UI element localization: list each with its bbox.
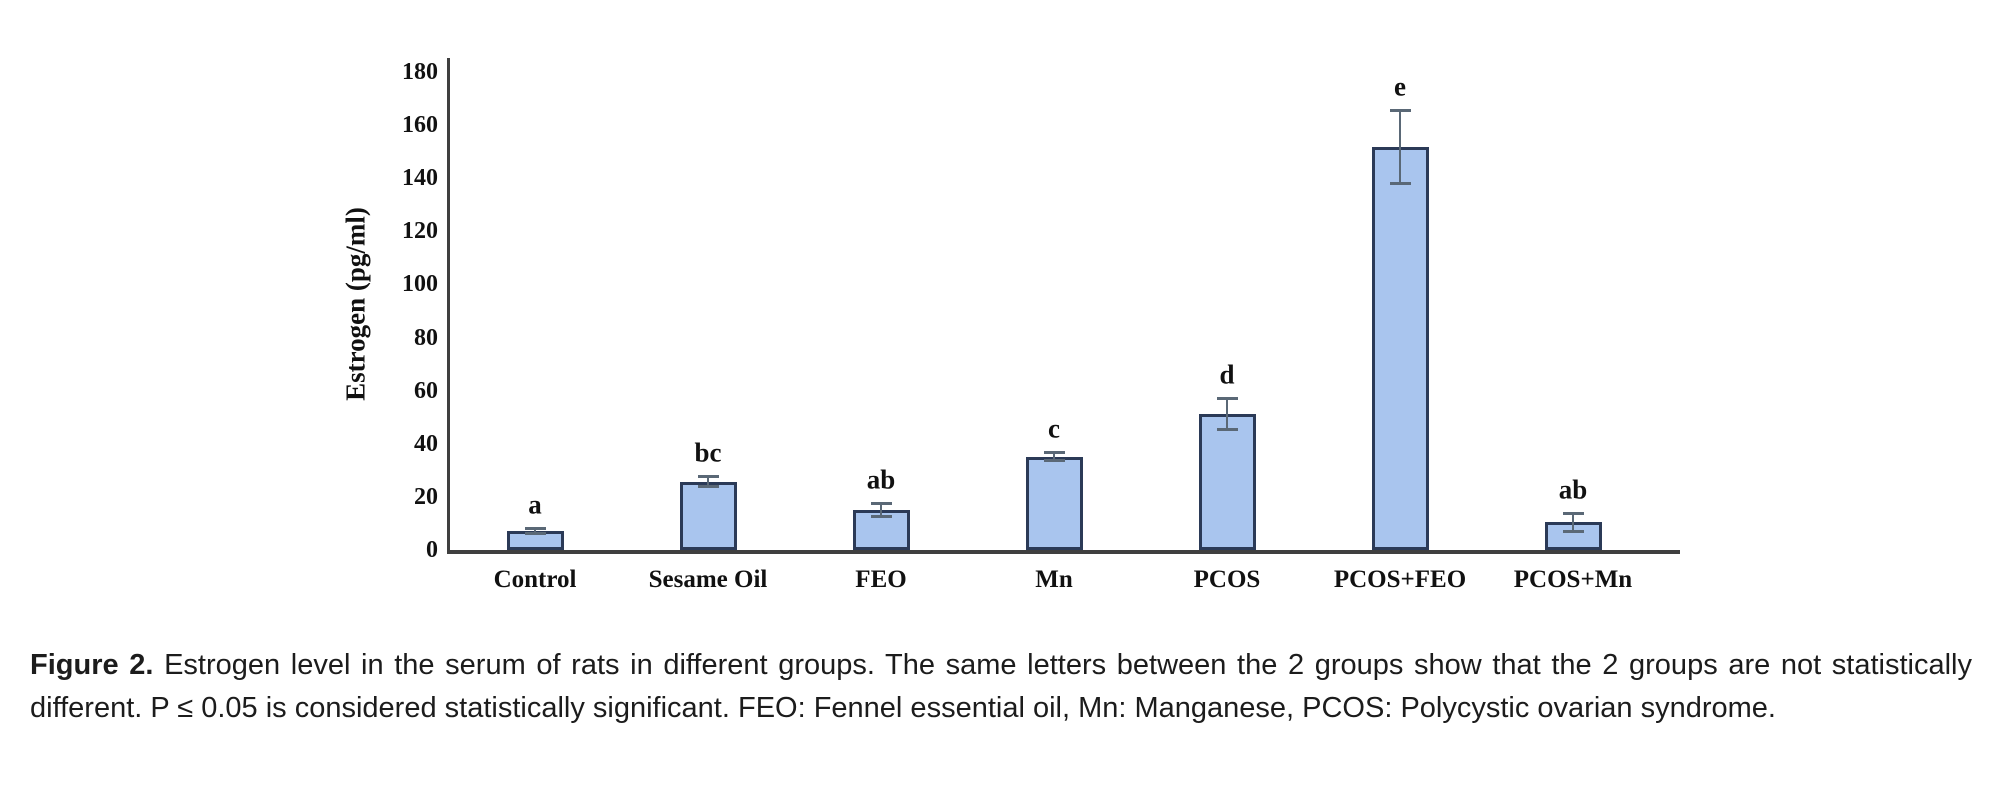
bar-pcos-feo — [1371, 146, 1429, 550]
significance-letter-feo: ab — [866, 464, 896, 495]
x-axis-label-mn: Mn — [1035, 566, 1073, 593]
x-axis-label-pcos-mn: PCOS+Mn — [1513, 566, 1633, 593]
error-cap-top-mn — [1043, 451, 1065, 455]
x-axis-label-sesame-oil: Sesame Oil — [648, 566, 768, 593]
y-tick-label: 120 — [402, 218, 438, 245]
y-tick-label: 80 — [414, 324, 438, 351]
error-cap-bottom-pcos-mn — [1562, 529, 1584, 533]
bar-sesame-oil — [679, 481, 737, 550]
error-bar-control — [534, 527, 536, 535]
error-bar-pcos — [1226, 398, 1228, 430]
significance-letter-control: a — [528, 489, 542, 520]
x-axis-label-control: Control — [493, 566, 577, 593]
error-bar-sesame-oil — [707, 476, 709, 488]
y-tick-label: 160 — [402, 112, 438, 139]
y-tick-label: 40 — [414, 430, 438, 457]
error-cap-top-pcos-mn — [1562, 512, 1584, 516]
error-bar-mn — [1053, 452, 1055, 462]
error-bar-pcos-feo — [1399, 109, 1401, 185]
figure-caption-label: Figure 2. — [30, 649, 154, 681]
bar-mn — [1025, 456, 1083, 550]
y-tick-label: 100 — [402, 271, 438, 298]
figure-caption: Figure 2. Estrogen level in the serum of… — [30, 644, 1972, 730]
significance-letter-mn: c — [1048, 413, 1060, 444]
x-axis-label-pcos-feo: PCOS+FEO — [1333, 566, 1467, 593]
significance-letter-pcos-feo: e — [1394, 71, 1406, 102]
error-cap-top-sesame-oil — [697, 475, 719, 479]
y-tick-label: 60 — [414, 377, 438, 404]
error-cap-top-pcos — [1216, 397, 1238, 401]
error-cap-bottom-feo — [870, 515, 892, 519]
significance-letter-sesame-oil: bc — [694, 437, 722, 468]
y-tick-label: 20 — [414, 483, 438, 510]
error-bar-feo — [880, 502, 882, 518]
y-axis-line — [447, 58, 450, 554]
error-cap-bottom-pcos — [1216, 427, 1238, 431]
x-axis-label-feo: FEO — [855, 566, 907, 593]
x-axis-line — [447, 550, 1680, 554]
error-cap-top-pcos-feo — [1389, 108, 1411, 112]
x-axis-label-pcos: PCOS — [1193, 566, 1261, 593]
error-cap-bottom-pcos-feo — [1389, 182, 1411, 186]
bar-pcos — [1198, 414, 1256, 550]
error-bar-pcos-mn — [1572, 513, 1574, 532]
error-cap-bottom-control — [524, 532, 546, 536]
significance-letter-pcos: d — [1219, 359, 1235, 390]
y-tick-label: 0 — [426, 537, 438, 563]
significance-letter-pcos-mn: ab — [1558, 474, 1588, 505]
estrogen-bar-chart-plot-area: Estrogen (pg/ml) 0 20 40 60 80 100 120 140 160 18… — [341, 58, 1680, 593]
y-tick-label: 140 — [402, 165, 438, 192]
error-cap-bottom-mn — [1043, 459, 1065, 463]
y-tick-label: 180 — [402, 59, 438, 85]
figure-caption-text: Estrogen level in the serum of rats in d… — [30, 649, 1972, 724]
error-cap-top-feo — [870, 501, 892, 505]
error-cap-top-control — [524, 526, 546, 530]
error-cap-bottom-sesame-oil — [697, 485, 719, 489]
